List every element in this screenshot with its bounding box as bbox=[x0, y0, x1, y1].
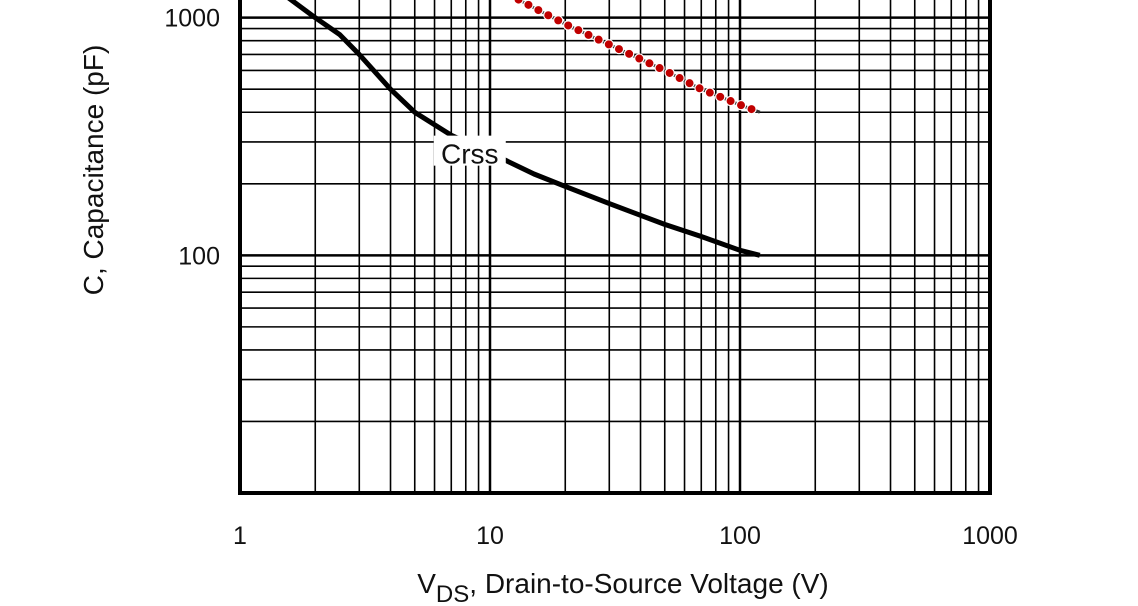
series-point-coss bbox=[563, 20, 574, 31]
x-tick-label: 1000 bbox=[962, 522, 1018, 550]
series-line-crss bbox=[287, 0, 761, 258]
series-point-coss bbox=[613, 43, 625, 55]
series-label-crss: Crss bbox=[441, 139, 499, 170]
tick-labels: 1101001000100100010000 bbox=[164, 5, 1018, 550]
series-point-coss bbox=[746, 103, 757, 115]
series-point-coss bbox=[513, 0, 524, 5]
x-tick-label: 1 bbox=[233, 522, 247, 550]
series-point-coss bbox=[694, 83, 705, 94]
x-axis-label-main: V bbox=[417, 568, 436, 599]
x-tick-label: 100 bbox=[719, 522, 761, 550]
series-layer bbox=[287, 0, 761, 258]
x-axis-label-subscript: DS bbox=[436, 581, 469, 606]
series-point-coss bbox=[634, 53, 645, 64]
plot-frame bbox=[238, 0, 992, 495]
series-point-coss bbox=[593, 34, 604, 45]
x-axis-label: VDS, Drain-to-Source Voltage (V) bbox=[417, 568, 829, 606]
series-label-bg bbox=[433, 135, 506, 166]
series-point-coss bbox=[735, 99, 747, 111]
series-point-coss bbox=[674, 72, 685, 84]
series-labels: CissCossCrss bbox=[433, 135, 506, 170]
series-point-coss bbox=[684, 77, 695, 89]
series-point-coss bbox=[603, 39, 615, 50]
series-point-coss bbox=[715, 91, 726, 103]
series-point-coss bbox=[644, 58, 655, 69]
x-tick-label: 10 bbox=[476, 522, 504, 550]
grid bbox=[238, 0, 990, 495]
series-point-coss bbox=[553, 15, 564, 26]
x-axis-label-rest: , Drain-to-Source Voltage (V) bbox=[469, 568, 829, 599]
y-axis-label: C, Capacitance (pF) bbox=[78, 45, 109, 296]
y-tick-label: 1000 bbox=[164, 5, 220, 33]
series-point-coss bbox=[654, 62, 665, 74]
series-point-coss bbox=[573, 24, 584, 36]
y-tick-label: 100 bbox=[178, 242, 220, 270]
series-point-coss bbox=[623, 48, 635, 60]
series-point-coss bbox=[523, 0, 534, 11]
series-point-coss bbox=[533, 4, 544, 16]
series-point-coss bbox=[543, 10, 554, 21]
series-point-coss bbox=[704, 87, 716, 98]
series-point-coss bbox=[725, 95, 736, 107]
series-point-coss bbox=[664, 67, 675, 79]
series-point-coss bbox=[583, 29, 594, 41]
